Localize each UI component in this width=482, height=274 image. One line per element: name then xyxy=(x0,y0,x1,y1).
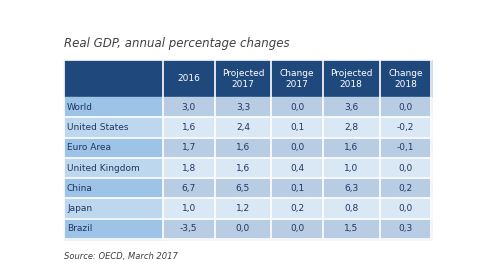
Text: Change
2017: Change 2017 xyxy=(280,69,314,89)
Text: 1,0: 1,0 xyxy=(182,204,196,213)
Bar xyxy=(323,138,380,158)
Bar xyxy=(64,118,163,138)
Bar xyxy=(64,219,163,239)
Text: World: World xyxy=(67,103,93,112)
Bar xyxy=(64,60,431,97)
Bar xyxy=(64,198,163,219)
Bar xyxy=(214,219,271,239)
Text: Projected
2017: Projected 2017 xyxy=(222,69,264,89)
Text: 1,5: 1,5 xyxy=(344,224,359,233)
Text: 2,4: 2,4 xyxy=(236,123,250,132)
Bar xyxy=(380,198,431,219)
Text: 0,0: 0,0 xyxy=(236,224,250,233)
Text: China: China xyxy=(67,184,93,193)
Bar xyxy=(64,178,163,198)
Bar xyxy=(64,97,163,118)
Text: -0,2: -0,2 xyxy=(397,123,414,132)
Text: 2016: 2016 xyxy=(177,74,200,83)
Text: 6,3: 6,3 xyxy=(344,184,359,193)
Bar xyxy=(214,158,271,178)
Bar xyxy=(380,118,431,138)
Text: Japan: Japan xyxy=(67,204,92,213)
Text: Source: OECD, March 2017: Source: OECD, March 2017 xyxy=(64,252,178,261)
Text: 0,0: 0,0 xyxy=(290,143,304,152)
Text: 6,7: 6,7 xyxy=(182,184,196,193)
Bar xyxy=(214,198,271,219)
Text: 0,0: 0,0 xyxy=(398,103,413,112)
Bar xyxy=(214,178,271,198)
Text: Change
2018: Change 2018 xyxy=(388,69,423,89)
Text: -3,5: -3,5 xyxy=(180,224,198,233)
Text: 1,6: 1,6 xyxy=(236,164,250,173)
Bar xyxy=(163,158,214,178)
Text: 1,0: 1,0 xyxy=(344,164,359,173)
Text: 0,3: 0,3 xyxy=(398,224,413,233)
Bar xyxy=(163,219,214,239)
Text: 0,4: 0,4 xyxy=(290,164,304,173)
Bar xyxy=(64,138,163,158)
Bar xyxy=(271,118,323,138)
Bar xyxy=(323,219,380,239)
Text: 1,8: 1,8 xyxy=(182,164,196,173)
Text: 0,0: 0,0 xyxy=(398,164,413,173)
Text: 0,0: 0,0 xyxy=(398,204,413,213)
Bar xyxy=(271,178,323,198)
Bar xyxy=(271,198,323,219)
Text: 0,0: 0,0 xyxy=(290,224,304,233)
Text: Projected
2018: Projected 2018 xyxy=(330,69,373,89)
Bar xyxy=(214,138,271,158)
Text: United States: United States xyxy=(67,123,129,132)
Bar xyxy=(163,138,214,158)
Text: 1,6: 1,6 xyxy=(344,143,359,152)
Bar xyxy=(380,219,431,239)
Text: 0,1: 0,1 xyxy=(290,123,304,132)
Bar xyxy=(163,118,214,138)
Bar xyxy=(271,158,323,178)
Bar xyxy=(271,97,323,118)
Text: Brazil: Brazil xyxy=(67,224,93,233)
Text: -0,1: -0,1 xyxy=(397,143,414,152)
Bar xyxy=(214,118,271,138)
Bar xyxy=(380,158,431,178)
Text: 3,3: 3,3 xyxy=(236,103,250,112)
Bar xyxy=(323,198,380,219)
Text: 0,2: 0,2 xyxy=(290,204,304,213)
Bar xyxy=(163,97,214,118)
Bar xyxy=(163,178,214,198)
Bar xyxy=(271,219,323,239)
Text: Real GDP, annual percentage changes: Real GDP, annual percentage changes xyxy=(64,37,290,50)
Bar xyxy=(163,198,214,219)
Text: United Kingdom: United Kingdom xyxy=(67,164,140,173)
Text: 0,1: 0,1 xyxy=(290,184,304,193)
Text: Euro Area: Euro Area xyxy=(67,143,111,152)
Text: 6,5: 6,5 xyxy=(236,184,250,193)
Text: 1,7: 1,7 xyxy=(182,143,196,152)
Text: 3,6: 3,6 xyxy=(344,103,359,112)
Text: 1,6: 1,6 xyxy=(236,143,250,152)
Bar xyxy=(64,158,163,178)
Text: 1,6: 1,6 xyxy=(182,123,196,132)
Bar xyxy=(323,158,380,178)
Bar xyxy=(323,118,380,138)
Bar xyxy=(323,178,380,198)
Bar xyxy=(323,97,380,118)
Bar xyxy=(380,178,431,198)
Bar xyxy=(214,97,271,118)
Text: 0,0: 0,0 xyxy=(290,103,304,112)
Bar xyxy=(380,97,431,118)
Text: 1,2: 1,2 xyxy=(236,204,250,213)
Text: 0,8: 0,8 xyxy=(344,204,359,213)
Text: 0,2: 0,2 xyxy=(398,184,413,193)
Text: 3,0: 3,0 xyxy=(182,103,196,112)
Bar xyxy=(271,138,323,158)
Text: 2,8: 2,8 xyxy=(344,123,358,132)
Bar xyxy=(380,138,431,158)
